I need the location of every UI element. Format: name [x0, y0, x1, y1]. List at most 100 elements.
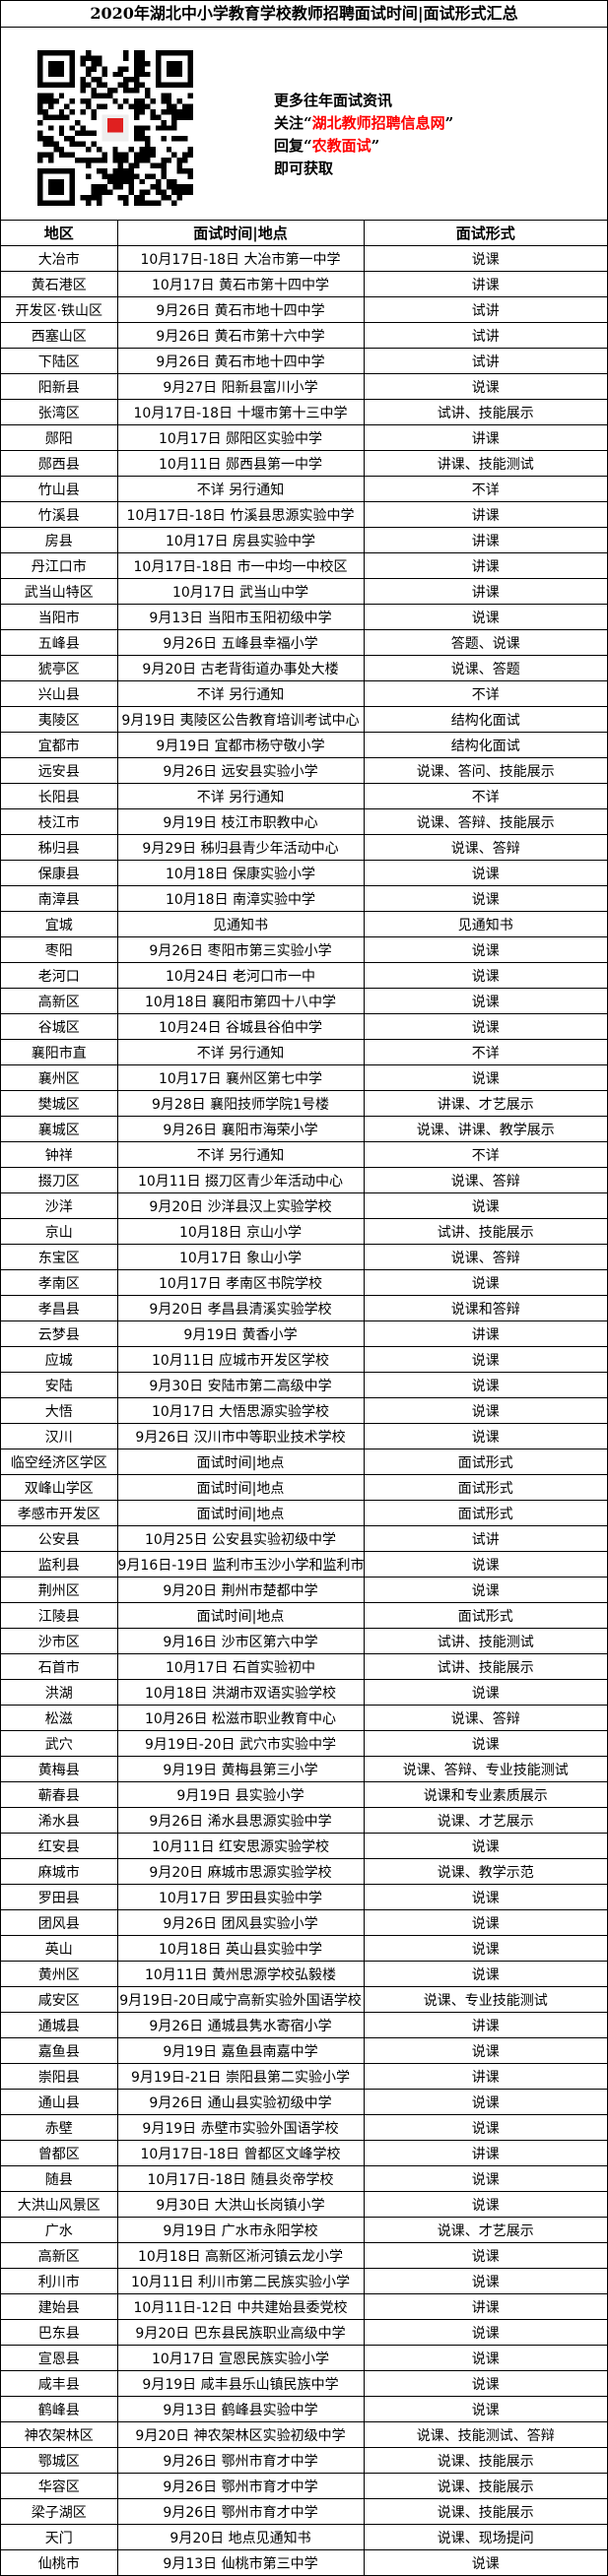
cell-format: 说课 [363, 2268, 607, 2294]
cell-format: 说课 [363, 1833, 607, 1859]
table-row: 公安县 10月25日 公安县实验初级中学 试讲 [1, 1525, 607, 1552]
cell-region: 高新区 [1, 988, 118, 1014]
cell-time-place: 9月19日-20日咸宁高新实验外国语学校 [116, 1986, 365, 2013]
table-row: 南漳县 10月18日 南漳实验中学 说课 [1, 885, 607, 912]
table-row: 张湾区 10月17日-18日 十堰市第十三中学 试讲、技能展示 [1, 399, 607, 425]
cell-format: 说课、答辩 [363, 834, 607, 861]
cell-region: 宜都市 [1, 732, 118, 758]
cell-format: 说课 [363, 2191, 607, 2218]
cell-time-place: 10月26日 松滋市职业教育中心 [116, 1705, 365, 1731]
cell-time-place: 10月17日-18日 随县炎帝学校 [116, 2165, 365, 2192]
cell-region: 沙洋 [1, 1192, 118, 1219]
cell-time-place: 10月18日 洪湖市双语实验学校 [116, 1679, 365, 1706]
table-row: 大悟 10月17日 大悟思源实验学校 说课 [1, 1397, 607, 1424]
cell-format: 讲课 [363, 2140, 607, 2166]
cell-region: 建始县 [1, 2293, 118, 2320]
table-row: 大冶市 10月17日-18日 大冶市第一中学 说课 [1, 245, 607, 272]
cell-time-place: 10月11日 红安思源实验学校 [116, 1833, 365, 1859]
cell-region: 巴东县 [1, 2319, 118, 2346]
cell-region: 蕲春县 [1, 1781, 118, 1808]
table-row: 嘉鱼县 9月19日 嘉鱼县南嘉中学 说课 [1, 2037, 607, 2064]
table-row: 黄梅县 9月19日 黄梅县第三小学 说课、答辩、专业技能测试 [1, 1756, 607, 1782]
cell-region: 襄城区 [1, 1116, 118, 1142]
cell-format: 结构化面试 [363, 732, 607, 758]
cell-format: 说课、教学示范 [363, 1858, 607, 1885]
table-row: 赤壁 9月19日 赤壁市实验外国语学校 说课 [1, 2114, 607, 2141]
cell-region: 南漳县 [1, 885, 118, 912]
cell-time-place: 10月17日 武当山中学 [116, 578, 365, 605]
table-row: 襄阳市直 不详 另行通知 不详 [1, 1039, 607, 1065]
cell-time-place: 10月17日-18日 十堰市第十三中学 [116, 399, 365, 425]
table-row: 钟祥 不详 另行通知 不详 [1, 1141, 607, 1168]
table-row: 京山 10月18日 京山小学 试讲、技能展示 [1, 1218, 607, 1245]
cell-format: 讲课 [363, 501, 607, 528]
table-row: 建始县 10月11日-12日 中共建始县委党校 讲课 [1, 2293, 607, 2320]
table-row: 沙市区 9月16日 沙市区第六中学 试讲、技能测试 [1, 1628, 607, 1654]
table-row: 罗田县 10月17日 罗田县实验中学 说课 [1, 1884, 607, 1910]
table-row: 红安县 10月11日 红安思源实验学校 说课 [1, 1833, 607, 1859]
cell-format: 说课 [363, 2370, 607, 2397]
cell-region: 老河口 [1, 962, 118, 989]
promo-line-3: 回复“农教面试” [274, 135, 453, 158]
table-row: 仙桃市 9月13日 仙桃市第三中学 说课 [1, 2549, 607, 2576]
promo-highlight-keyword: 农教面试 [311, 137, 372, 155]
table-row: 石首市 10月17日 石首实验初中 试讲、技能展示 [1, 1653, 607, 1680]
cell-format: 试讲 [363, 322, 607, 349]
cell-region: 汉川 [1, 1423, 118, 1449]
table-row: 鹤峰县 9月13日 鹤峰县实验中学 说课 [1, 2396, 607, 2422]
table-row: 西塞山区 9月26日 黄石市第十六中学 试讲 [1, 322, 607, 349]
table-row: 襄城区 9月26日 襄阳市海荣小学 说课、讲课、教学展示 [1, 1116, 607, 1142]
cell-region: 鹤峰县 [1, 2396, 118, 2422]
cell-region: 张湾区 [1, 399, 118, 425]
table-row: 大洪山风景区 9月30日 大洪山长岗镇小学 说课 [1, 2191, 607, 2218]
cell-time-place: 9月26日 鄂州市育才中学 [116, 2447, 365, 2474]
cell-format: 说课 [363, 2345, 607, 2371]
cell-region: 麻城市 [1, 1858, 118, 1885]
cell-region: 团风县 [1, 1909, 118, 1936]
cell-format: 说课 [363, 2549, 607, 2576]
table-row: 开发区·铁山区 9月26日 黄石市地十四中学 试讲 [1, 296, 607, 323]
cell-region: 远安县 [1, 757, 118, 784]
cell-format: 试讲、技能展示 [363, 1653, 607, 1680]
cell-region: 房县 [1, 527, 118, 553]
cell-region: 竹山县 [1, 476, 118, 502]
cell-region: 五峰县 [1, 629, 118, 656]
header-region: 地区 [1, 221, 118, 246]
cell-region: 江陵县 [1, 1602, 118, 1629]
table-row: 孝感市开发区 面试时间|地点 面试形式 [1, 1500, 607, 1526]
cell-region: 夷陵区 [1, 706, 118, 733]
cell-format: 说课、才艺展示 [363, 2217, 607, 2243]
cell-region: 掇刀区 [1, 1167, 118, 1193]
cell-region: 宜城 [1, 911, 118, 937]
interview-schedule-table: 地区 面试时间|地点 面试形式 大冶市 10月17日-18日 大冶市第一中学 说课黄… [1, 221, 607, 2576]
cell-format: 说课 [363, 1884, 607, 1910]
cell-format: 说课、答辩、技能展示 [363, 808, 607, 835]
cell-region: 武当山特区 [1, 578, 118, 605]
table-row: 下陆区 9月26日 黄石市地十四中学 试讲 [1, 348, 607, 374]
cell-time-place: 9月26日 枣阳市第三实验小学 [116, 936, 365, 963]
table-row: 远安县 9月26日 远安县实验小学 说课、答问、技能展示 [1, 757, 607, 784]
cell-format: 说课、专业技能测试 [363, 1986, 607, 2013]
cell-region: 咸安区 [1, 1986, 118, 2013]
cell-time-place: 不详 另行通知 [116, 680, 365, 707]
table-row: 荆州区 9月20日 荆州市楚都中学 说课 [1, 1577, 607, 1603]
qr-code-icon [37, 50, 193, 206]
cell-format: 答题、说课 [363, 629, 607, 656]
cell-time-place: 10月17日 罗田县实验中学 [116, 1884, 365, 1910]
cell-time-place: 9月28日 襄阳技师学院1号楼 [116, 1090, 365, 1117]
cell-time-place: 9月19日 广水市永阳学校 [116, 2217, 365, 2243]
cell-time-place: 10月11日 黄州思源学校弘毅楼 [116, 1961, 365, 1987]
promo-line-1: 更多往年面试资讯 [274, 92, 393, 109]
cell-region: 鄂城区 [1, 2447, 118, 2474]
cell-time-place: 9月26日 襄阳市海荣小学 [116, 1116, 365, 1142]
cell-region: 梁子湖区 [1, 2498, 118, 2525]
cell-format: 结构化面试 [363, 706, 607, 733]
table-row: 应城 10月11日 应城市开发区学校 说课 [1, 1346, 607, 1373]
cell-time-place: 9月19日 赤壁市实验外国语学校 [116, 2114, 365, 2141]
table-row: 梁子湖区 9月26日 鄂州市育才中学 说课、技能展示 [1, 2498, 607, 2525]
cell-time-place: 10月24日 老河口市一中 [116, 962, 365, 989]
table-row: 武当山特区 10月17日 武当山中学 讲课 [1, 578, 607, 605]
table-row: 松滋 10月26日 松滋市职业教育中心 说课、答辩 [1, 1705, 607, 1731]
table-row: 崇阳县 9月19日-21日 崇阳县第二实验小学 讲课 [1, 2063, 607, 2090]
cell-time-place: 9月30日 安陆市第二高级中学 [116, 1372, 365, 1398]
